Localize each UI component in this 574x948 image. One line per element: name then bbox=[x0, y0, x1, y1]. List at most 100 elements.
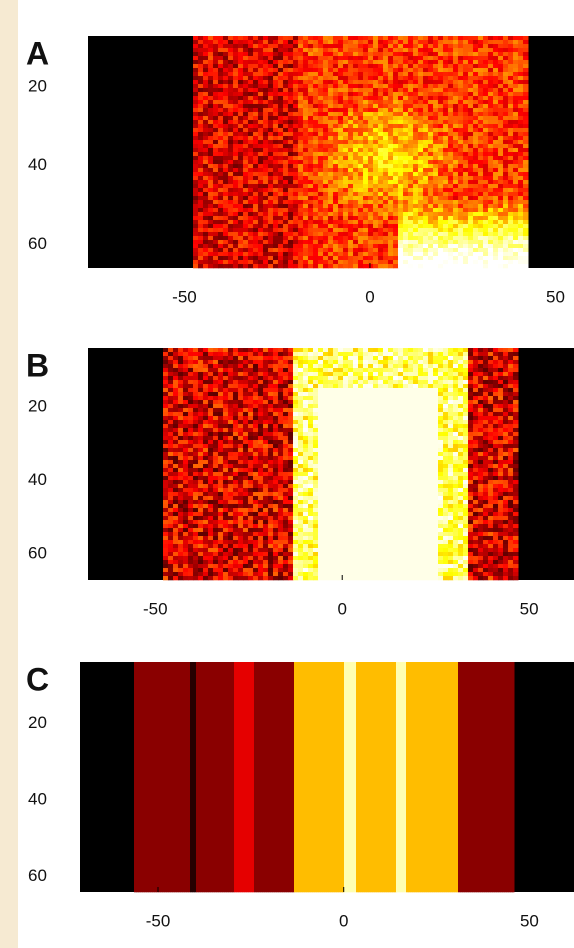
heatmap-cell bbox=[483, 96, 489, 100]
heatmap-cell bbox=[483, 240, 489, 244]
heatmap-cell bbox=[243, 116, 249, 120]
heatmap-cell bbox=[298, 216, 304, 220]
heatmap-cell bbox=[518, 36, 524, 40]
heatmap-cell bbox=[183, 384, 189, 388]
heatmap-cell bbox=[358, 108, 364, 112]
heatmap-cell bbox=[413, 172, 419, 176]
heatmap-cell bbox=[273, 352, 279, 356]
heatmap-cell bbox=[378, 384, 384, 388]
heatmap-cell bbox=[268, 60, 274, 64]
heatmap-cell bbox=[248, 124, 254, 128]
heatmap-cell bbox=[358, 156, 364, 160]
heatmap-cell bbox=[448, 404, 454, 408]
heatmap-cell bbox=[353, 144, 359, 148]
heatmap-cell bbox=[383, 360, 389, 364]
heatmap-cell bbox=[398, 92, 404, 96]
heatmap-cell bbox=[498, 392, 504, 396]
heatmap-cell bbox=[508, 360, 514, 364]
heatmap-cell bbox=[478, 48, 484, 52]
heatmap-cell bbox=[373, 96, 379, 100]
heatmap-cell bbox=[508, 388, 514, 392]
heatmap-cell bbox=[493, 160, 499, 164]
heatmap-cell bbox=[408, 384, 414, 388]
panel: B204060-50050 bbox=[26, 347, 574, 618]
heatmap-cell bbox=[418, 80, 424, 84]
heatmap-cell bbox=[208, 196, 214, 200]
heatmap-cell bbox=[303, 196, 309, 200]
heatmap-cell bbox=[333, 208, 339, 212]
heatmap-cell bbox=[378, 80, 384, 84]
heatmap-cell bbox=[323, 404, 329, 408]
heatmap-cell bbox=[288, 228, 294, 232]
heatmap-cell bbox=[473, 208, 479, 212]
heatmap-cell bbox=[223, 236, 229, 240]
heatmap-cell bbox=[383, 124, 389, 128]
heatmap-cell bbox=[193, 48, 199, 52]
heatmap-cell bbox=[363, 212, 369, 216]
heatmap-cell bbox=[353, 112, 359, 116]
heatmap-cell bbox=[368, 68, 374, 72]
heatmap-cell bbox=[423, 188, 429, 192]
heatmap-cell bbox=[328, 176, 334, 180]
heatmap-cell bbox=[523, 64, 529, 68]
heatmap-cell bbox=[398, 96, 404, 100]
heatmap-cell bbox=[488, 128, 494, 132]
heatmap-cell bbox=[228, 388, 234, 392]
heatmap-cell bbox=[243, 264, 249, 268]
heatmap-cell bbox=[438, 92, 444, 96]
heatmap-cell bbox=[488, 116, 494, 120]
heatmap-cell bbox=[308, 364, 314, 368]
heatmap-cell bbox=[423, 44, 429, 48]
heatmap-cell bbox=[468, 232, 474, 236]
heatmap-cell bbox=[403, 44, 409, 48]
heatmap-cell bbox=[233, 48, 239, 52]
heatmap-cell bbox=[353, 364, 359, 368]
heatmap-cell bbox=[193, 204, 199, 208]
heatmap-cell bbox=[338, 356, 344, 360]
heatmap-cell bbox=[383, 100, 389, 104]
heatmap-cell bbox=[438, 212, 444, 216]
heatmap-cell bbox=[213, 148, 219, 152]
heatmap-cell bbox=[508, 244, 514, 248]
heatmap-cell bbox=[418, 380, 424, 384]
heatmap-cell bbox=[223, 64, 229, 68]
heatmap-cell bbox=[258, 188, 264, 192]
heatmap-cell bbox=[378, 264, 384, 268]
heatmap-cell bbox=[333, 380, 339, 384]
heatmap-cell bbox=[503, 168, 509, 172]
heatmap-cell bbox=[323, 124, 329, 128]
heatmap-cell bbox=[203, 120, 209, 124]
heatmap-cell bbox=[293, 68, 299, 72]
heatmap-cell bbox=[288, 60, 294, 64]
heatmap-cell bbox=[353, 40, 359, 44]
heatmap-cell bbox=[458, 160, 464, 164]
heatmap-cell bbox=[383, 196, 389, 200]
heatmap-cell bbox=[203, 224, 209, 228]
heatmap-cell bbox=[393, 364, 399, 368]
heatmap-cell bbox=[288, 184, 294, 188]
heatmap-cell bbox=[238, 256, 244, 260]
heatmap-cell bbox=[283, 208, 289, 212]
heatmap-cell bbox=[523, 48, 529, 52]
heatmap-cell bbox=[248, 140, 254, 144]
heatmap-cell bbox=[233, 40, 239, 44]
heatmap-cell bbox=[373, 60, 379, 64]
heatmap-cell bbox=[503, 196, 509, 200]
heatmap-cell bbox=[333, 352, 339, 356]
heatmap-cell bbox=[208, 44, 214, 48]
heatmap-cell bbox=[458, 180, 464, 184]
heatmap-cell bbox=[313, 400, 319, 404]
heatmap-cell bbox=[418, 136, 424, 140]
heatmap-cell bbox=[463, 140, 469, 144]
heatmap-cell bbox=[413, 132, 419, 136]
heatmap-cell bbox=[198, 56, 204, 60]
heatmap-cell bbox=[193, 148, 199, 152]
heatmap-cell bbox=[233, 96, 239, 100]
heatmap-cell bbox=[413, 60, 419, 64]
heatmap-cell bbox=[513, 396, 519, 400]
heatmap-cell bbox=[288, 248, 294, 252]
heatmap-cell bbox=[498, 92, 504, 96]
heatmap-cell bbox=[468, 388, 474, 392]
heatmap-cell bbox=[363, 156, 369, 160]
heatmap-cell bbox=[353, 152, 359, 156]
